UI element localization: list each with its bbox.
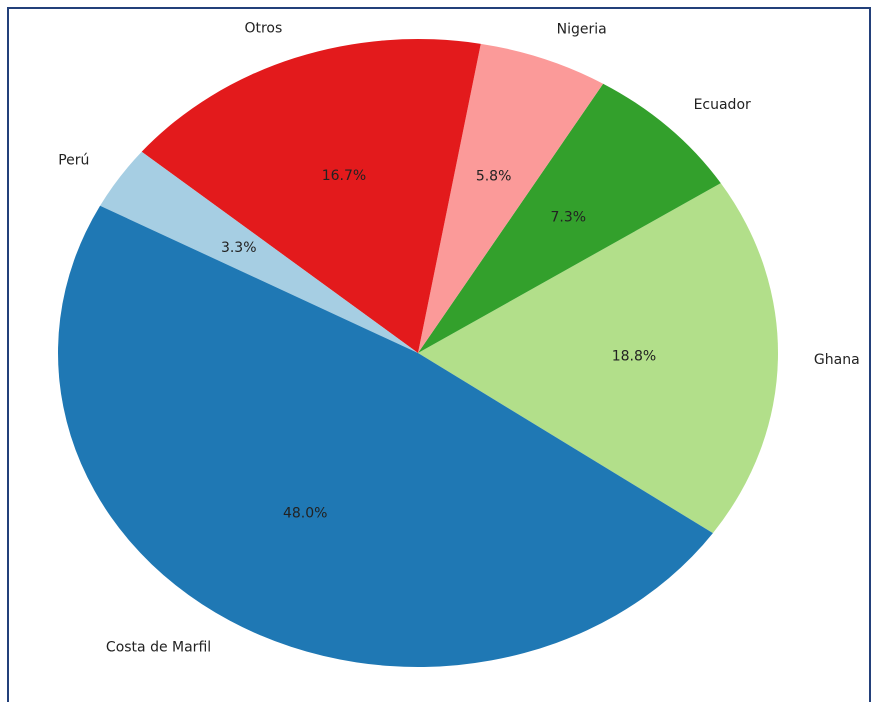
pie-slice [57,205,713,667]
pie-slice [100,151,419,353]
slice-percent: 16.7% [322,168,366,184]
slice-percent: 48.0% [283,506,327,522]
slice-label: Perú [58,152,89,168]
slice-label: Ghana [814,352,860,368]
slice-percent: 5.8% [476,169,512,185]
slice-label: Otros [244,21,282,37]
slice-label: Costa de Marfil [106,640,211,656]
slice-label: Ecuador [694,97,751,113]
slice-percent: 3.3% [221,240,257,256]
frame [7,7,871,702]
slice-percent: 18.8% [612,349,656,365]
pie-slice [418,183,778,534]
pie-slice [141,38,481,353]
pie-slice [418,83,721,353]
slice-percent: 7.3% [551,210,587,226]
slice-label: Nigeria [557,21,607,37]
pie-slice [418,43,604,354]
